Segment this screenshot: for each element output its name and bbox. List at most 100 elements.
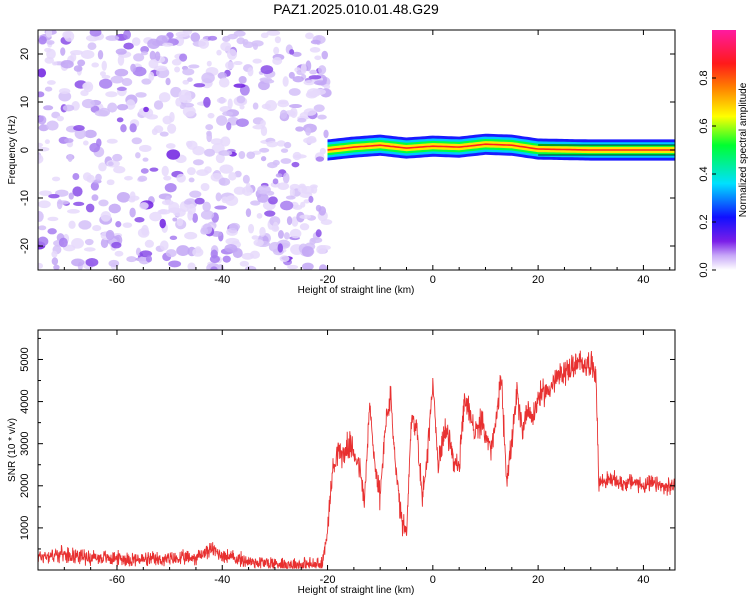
noise-blob: [279, 255, 290, 262]
noise-blob: [72, 172, 80, 181]
noise-blob: [185, 140, 193, 148]
noise-blob: [135, 92, 147, 98]
noise-blob: [312, 88, 326, 96]
noise-blob: [206, 131, 213, 143]
noise-blob: [280, 200, 294, 211]
noise-blob: [45, 30, 53, 38]
noise-blob: [303, 199, 310, 204]
noise-blob: [239, 260, 250, 267]
bottom-axis-ticks: -60 -40 -20 0 20 40 1000 2000 3000 4000 5000: [19, 330, 675, 586]
ridge-core: [327, 143, 675, 151]
noise-blob: [115, 48, 127, 55]
noise-blob: [144, 239, 154, 248]
noise-blob: [58, 237, 68, 248]
noise-blob: [317, 114, 327, 120]
noise-blob: [174, 66, 181, 73]
colorbar-tick-label: 0.4: [698, 166, 710, 181]
noise-blob: [168, 202, 180, 213]
noise-blob: [140, 51, 148, 56]
x-tick-label: -60: [109, 574, 125, 586]
noise-blob: [139, 144, 152, 153]
noise-blob: [314, 55, 322, 61]
noise-blob: [252, 58, 262, 64]
noise-blob: [244, 265, 257, 270]
top-axis-ticks: -60 -40 -20 0 20 40 -20 -10 0 10 20: [19, 30, 675, 286]
noise-blob: [82, 82, 91, 90]
noise-blob: [188, 64, 200, 69]
noise-blob: [305, 32, 314, 40]
noise-blob: [169, 235, 178, 241]
spectrogram-frame: [37, 29, 676, 271]
noise-blob: [38, 142, 44, 148]
noise-blob: [64, 30, 75, 42]
noise-blob: [168, 260, 182, 268]
noise-blob: [140, 46, 150, 54]
noise-blob: [210, 266, 218, 270]
noise-blob: [192, 247, 204, 257]
noise-blob: [201, 72, 215, 84]
noise-blob: [91, 194, 99, 201]
noise-blob: [149, 167, 159, 172]
noise-blob: [158, 92, 171, 103]
noise-blob: [98, 199, 109, 207]
noise-blob: [110, 75, 124, 84]
noise-blob: [233, 186, 246, 195]
noise-blob: [175, 31, 190, 38]
noise-blob: [141, 78, 152, 85]
noise-blob: [202, 223, 213, 235]
noise-blob: [289, 187, 295, 198]
noise-blob: [225, 61, 235, 70]
noise-blob: [129, 123, 137, 133]
noise-blob: [176, 173, 186, 183]
noise-blob: [218, 150, 233, 156]
noise-blob: [169, 111, 175, 123]
noise-blob: [226, 122, 232, 131]
snr-frame: [37, 329, 676, 571]
noise-blob: [193, 83, 206, 88]
noise-blob: [303, 80, 315, 86]
y-tick-label: 20: [19, 48, 31, 60]
noise-blob: [179, 53, 188, 62]
noise-blob: [305, 127, 312, 136]
noise-blob: [202, 201, 211, 212]
noise-blob: [158, 209, 168, 215]
noise-blob: [301, 262, 314, 270]
noise-blob: [131, 37, 141, 46]
noise-blob: [288, 88, 301, 96]
noise-blob: [292, 204, 303, 210]
noise-blob: [38, 36, 47, 45]
noise-blob: [209, 255, 221, 264]
noise-blob: [120, 124, 127, 133]
noise-blob: [311, 185, 318, 194]
noise-blob: [116, 103, 129, 111]
top-y-axis-label: Frequency (Hz): [7, 116, 18, 185]
x-tick-label: 40: [637, 274, 649, 286]
noise-blob: [257, 193, 269, 203]
x-tick-label: -40: [214, 274, 230, 286]
noise-blob: [314, 80, 327, 86]
noise-blob: [207, 112, 215, 119]
noise-blob: [80, 49, 95, 59]
noise-blob: [141, 224, 149, 236]
noise-blob: [260, 65, 274, 75]
noise-blob: [113, 166, 126, 174]
noise-blob: [194, 197, 205, 205]
y-tick-label: 10: [19, 96, 31, 108]
noise-blob: [111, 241, 122, 249]
noise-blob: [80, 89, 89, 97]
noise-blob: [38, 115, 47, 125]
noise-blob: [44, 47, 52, 53]
y-tick-label: 1000: [19, 516, 31, 540]
noise-blob: [205, 124, 214, 131]
noise-blob: [68, 192, 74, 200]
spectrogram-panel: -60 -40 -20 0 20 40 -20 -10 0 10 20 Height of stra…: [7, 29, 676, 296]
noise-blob: [129, 207, 136, 218]
noise-blob: [260, 32, 269, 39]
noise-blob: [91, 62, 99, 68]
noise-blob: [216, 115, 228, 126]
noise-blob: [280, 158, 292, 164]
colorbar-tick-label: 0.8: [698, 70, 710, 85]
noise-blob: [135, 152, 141, 159]
noise-blob: [140, 168, 149, 174]
colorbar-ticks: 0.0 0.2 0.4 0.6 0.8: [698, 70, 716, 278]
